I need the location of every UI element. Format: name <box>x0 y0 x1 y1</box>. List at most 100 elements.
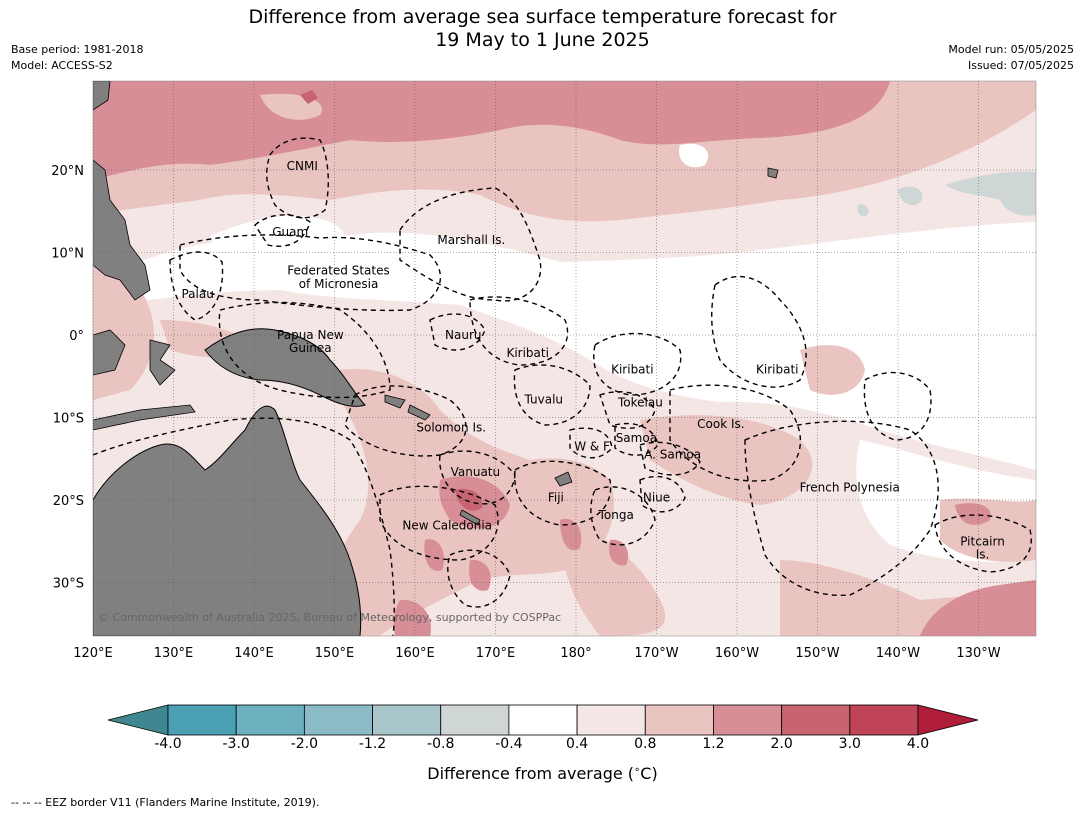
anomaly-band-neutral <box>93 222 1036 470</box>
eez-border-pitcairn <box>934 514 1032 573</box>
colorbar-tick-label: 1.2 <box>702 736 725 752</box>
eez-border-american-samoa <box>639 441 701 476</box>
australia-landmass <box>93 405 362 636</box>
colorbar-tick-label: 0.4 <box>565 736 589 752</box>
region-label: of Micronesia <box>299 277 379 291</box>
colorbar-tick-label: -1.2 <box>358 736 387 752</box>
region-label: Tokelau <box>617 396 663 410</box>
title-line-2: 19 May to 1 June 2025 <box>435 29 650 51</box>
region-label: Niue <box>643 491 670 505</box>
region-label: Kiribati <box>611 363 653 377</box>
eez-border-guam <box>254 214 311 247</box>
colorbar-bin <box>781 704 851 736</box>
y-tick-label: 10°S <box>53 412 84 427</box>
colorbar-tick-label: 3.0 <box>838 736 861 752</box>
region-label: Tuvalu <box>524 392 564 406</box>
anomaly-band-warm <box>800 345 865 395</box>
x-tick-label: 150°E <box>315 646 355 661</box>
region-label: A. Samoa <box>644 448 701 462</box>
x-tick-label: 170°W <box>634 646 678 661</box>
region-label: CNMI <box>287 159 318 173</box>
colorbar-bin <box>849 704 919 736</box>
colorbar-bin <box>167 704 237 736</box>
anomaly-band-hot <box>424 539 445 571</box>
map-title: Difference from average sea surface temp… <box>0 6 1085 52</box>
x-tick-label: 130°E <box>154 646 194 661</box>
region-label: Tonga <box>598 508 634 522</box>
anomaly-band-hot <box>393 599 431 636</box>
eez-border-nauru <box>429 313 486 351</box>
model-name: Model: ACCESS-S2 <box>11 59 113 72</box>
y-axis-ticks: 20°N 10°N 0° 10°S 20°S 30°S <box>51 164 84 592</box>
colorbar-bin <box>303 704 373 736</box>
eez-border-norfolk <box>447 549 511 608</box>
region-label: W & F <box>574 439 610 453</box>
eez-border-french-polynesia <box>744 420 939 597</box>
anomaly-band-cool <box>898 186 923 206</box>
region-label: Cook Is. <box>697 417 744 431</box>
eez-border-samoa <box>614 422 659 456</box>
eez-border-png <box>218 301 391 399</box>
y-tick-label: 10°N <box>51 247 84 262</box>
region-label: Solomon Is. <box>416 420 486 434</box>
eez-border-fsm <box>179 234 441 312</box>
eez-border-new-caledonia <box>379 485 499 561</box>
y-tick-label: 0° <box>69 329 84 344</box>
anomaly-band-hot <box>300 90 318 104</box>
x-tick-label: 130°W <box>956 646 1000 661</box>
region-label: Is. <box>976 547 990 561</box>
anomaly-band-cool <box>945 171 1036 216</box>
eez-border-tokelau <box>599 391 656 429</box>
anomaly-band-warm <box>640 415 813 505</box>
meta-left: Base period: 1981-2018 Model: ACCESS-S2 <box>11 42 143 74</box>
model-run: Model run: 05/05/2025 <box>948 43 1074 56</box>
region-label: Palau <box>181 287 213 301</box>
eez-border-niue <box>639 475 686 513</box>
eez-border-marquesas <box>863 371 932 441</box>
x-tick-label: 140°E <box>234 646 274 661</box>
colorbar-bin <box>576 704 646 736</box>
anomaly-band-hot <box>609 539 629 566</box>
x-tick-label: 160°E <box>395 646 435 661</box>
anomaly-band-neutral <box>210 215 345 263</box>
region-label: New Caledonia <box>402 519 492 533</box>
colorbar-tick-label: -0.4 <box>495 736 523 752</box>
eez-border-fiji <box>514 460 612 526</box>
region-label: Federated States <box>287 264 389 278</box>
eez-border-tonga <box>590 486 656 546</box>
solomon-islands <box>384 394 431 421</box>
eez-border-vanuatu <box>438 450 516 505</box>
colorbar-bin <box>644 704 714 736</box>
eez-border-wallis-futuna <box>569 427 613 459</box>
eez-border-kiribati-west <box>469 296 569 366</box>
copyright-notice: © Commonwealth of Australia 2025, Bureau… <box>98 611 561 624</box>
borneo-landmass <box>93 329 126 376</box>
region-label: Vanuatu <box>451 465 501 479</box>
region-label: Nauru <box>445 328 481 342</box>
colorbar-bin <box>508 704 578 736</box>
anomaly-band-hot <box>560 519 582 551</box>
x-tick-label: 180° <box>560 646 591 661</box>
eez-borders <box>92 137 1032 637</box>
colorbar-tick-label: -0.8 <box>427 736 455 752</box>
eez-border-australia <box>92 417 395 637</box>
eez-border-kiribati-east <box>711 275 807 388</box>
anomaly-band-warm <box>560 520 666 636</box>
anomaly-band-cool <box>857 204 869 217</box>
colorbar-bin <box>235 704 305 736</box>
map-frame <box>92 80 1037 637</box>
colorbar-tick-label: -3.0 <box>222 736 250 752</box>
issued-date: Issued: 07/05/2025 <box>967 59 1074 72</box>
colorbar-tick-label: -4.0 <box>154 736 182 752</box>
region-label: Guinea <box>289 341 332 355</box>
philippines-landmass <box>93 159 151 301</box>
eez-border-marshall <box>399 187 542 302</box>
hawaii-islands <box>767 167 779 179</box>
colorbar-under-triangle <box>107 704 169 736</box>
colorbar-over-triangle <box>917 704 979 736</box>
x-tick-label: 140°W <box>876 646 920 661</box>
colorbar-bin <box>440 704 510 736</box>
y-tick-label: 20°S <box>53 494 84 509</box>
